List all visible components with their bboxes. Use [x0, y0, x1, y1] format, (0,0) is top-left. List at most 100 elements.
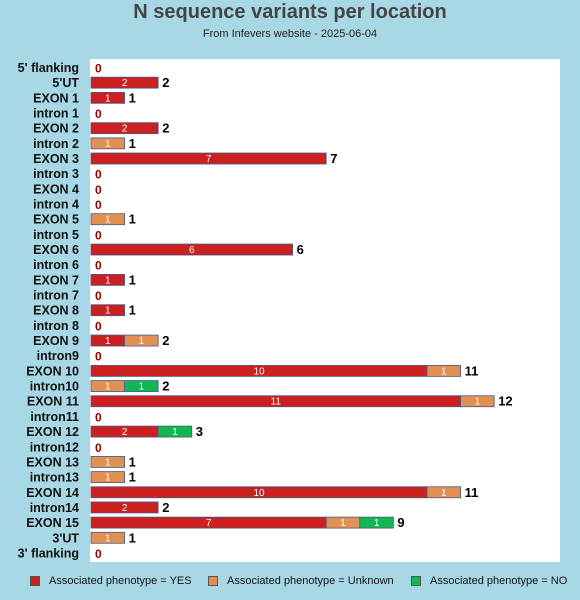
bar-segment: [124, 334, 159, 347]
segment-value-label: 1: [105, 93, 111, 104]
segment-value-label: 10: [253, 488, 265, 499]
total-value-label: 7: [330, 151, 337, 166]
zero-value-label: 0: [95, 198, 102, 212]
total-value-label: 1: [129, 136, 136, 151]
segment-value-label: 2: [122, 78, 128, 89]
category-label: EXON 5: [33, 213, 79, 227]
category-label: EXON 14: [26, 486, 79, 500]
bar-segment: [359, 516, 394, 529]
segment-value-label: 2: [122, 427, 128, 438]
legend-swatch-unknown: [208, 576, 218, 586]
category-label: EXON 3: [33, 152, 79, 166]
segment-value-label: 1: [105, 275, 111, 286]
bar-segment: [426, 364, 461, 377]
total-value-label: 1: [129, 272, 136, 287]
segment-value-label: 7: [206, 154, 212, 165]
segment-value-label: 1: [374, 518, 380, 529]
category-label: intron 7: [33, 289, 79, 303]
bar-segment: [90, 213, 125, 226]
bar-segment: [90, 456, 125, 468]
total-value-label: 2: [162, 379, 169, 394]
total-value-label: 2: [162, 75, 169, 90]
segment-value-label: 11: [271, 397, 282, 408]
total-value-label: 2: [162, 333, 169, 348]
total-value-label: 12: [498, 394, 512, 409]
legend-label-yes: Associated phenotype = YES: [49, 575, 192, 587]
segment-value-label: 1: [139, 382, 145, 393]
segment-value-label: 1: [105, 215, 111, 226]
bar-segment: [90, 91, 125, 104]
category-label: 5'UT: [52, 76, 79, 90]
category-label: EXON 7: [33, 273, 79, 287]
zero-value-label: 0: [95, 410, 102, 424]
total-value-label: 6: [297, 242, 304, 257]
zero-value-label: 0: [95, 319, 102, 333]
category-label: intron14: [30, 501, 79, 515]
category-label: intron 3: [33, 167, 79, 181]
legend-swatch-no: [411, 576, 421, 586]
bar-segment: [124, 380, 159, 392]
zero-value-label: 0: [95, 441, 102, 455]
segment-value-label: 1: [441, 366, 447, 377]
legend-label-unknown: Associated phenotype = Unknown: [227, 575, 394, 587]
zero-value-label: 0: [95, 183, 102, 197]
zero-value-label: 0: [95, 289, 102, 303]
category-label: EXON 15: [26, 516, 79, 530]
bar-segment: [90, 501, 159, 514]
segment-value-label: 7: [206, 518, 212, 529]
bar-segment: [90, 531, 125, 544]
segment-value-label: 10: [253, 366, 265, 377]
segment-value-label: 1: [105, 473, 111, 484]
category-label: intron 5: [33, 228, 79, 242]
zero-value-label: 0: [95, 547, 102, 561]
legend-swatch-yes: [30, 576, 40, 586]
category-label: EXON 9: [33, 334, 79, 348]
chart-title: N sequence variants per location: [133, 1, 447, 23]
bar-segment: [90, 273, 125, 286]
total-value-label: 1: [129, 530, 136, 545]
category-label: intron 2: [33, 137, 79, 151]
category-label: EXON 13: [26, 455, 79, 469]
legend-item-unknown: Associated phenotype = Unknown: [208, 575, 394, 587]
segment-value-label: 1: [105, 533, 111, 544]
category-label: 5' flanking: [18, 61, 79, 75]
zero-value-label: 0: [95, 107, 102, 121]
total-value-label: 11: [465, 363, 479, 378]
zero-value-label: 0: [95, 168, 102, 182]
category-label: 3'UT: [52, 531, 79, 545]
segment-value-label: 1: [475, 397, 481, 408]
total-value-label: 2: [162, 500, 169, 515]
total-value-label: 2: [162, 121, 169, 136]
segment-value-label: 1: [139, 336, 145, 347]
segment-value-label: 1: [105, 336, 111, 347]
bar-segment: [157, 425, 193, 438]
category-label: intron10: [30, 380, 79, 394]
segment-value-label: 1: [105, 306, 111, 317]
chart-subtitle: From Infevers website - 2025-06-04: [202, 28, 378, 40]
bar-segment: [90, 137, 125, 150]
category-label: EXON 4: [33, 182, 79, 196]
category-label: EXON 11: [27, 395, 79, 409]
zero-value-label: 0: [95, 350, 102, 364]
total-value-label: 11: [465, 485, 479, 500]
category-label: intron12: [30, 440, 79, 454]
category-label: EXON 6: [33, 243, 79, 257]
plot-area: [90, 59, 560, 562]
total-value-label: 1: [129, 303, 136, 318]
bar-segment: [90, 304, 125, 317]
category-label: intron 4: [33, 198, 79, 212]
zero-value-label: 0: [95, 228, 102, 242]
category-label: EXON 2: [33, 122, 79, 136]
segment-value-label: 2: [122, 124, 128, 135]
category-label: 3' flanking: [18, 546, 79, 560]
segment-value-label: 2: [122, 503, 128, 514]
bar-segment: [90, 243, 294, 256]
category-label: intron 6: [33, 258, 79, 272]
category-label: intron 1: [33, 107, 79, 121]
category-label: intron9: [37, 349, 79, 363]
legend-item-yes: Associated phenotype = YES: [30, 575, 192, 587]
bar-segment: [90, 122, 159, 135]
bar-segment: [90, 152, 327, 165]
category-label: intron11: [30, 410, 79, 424]
